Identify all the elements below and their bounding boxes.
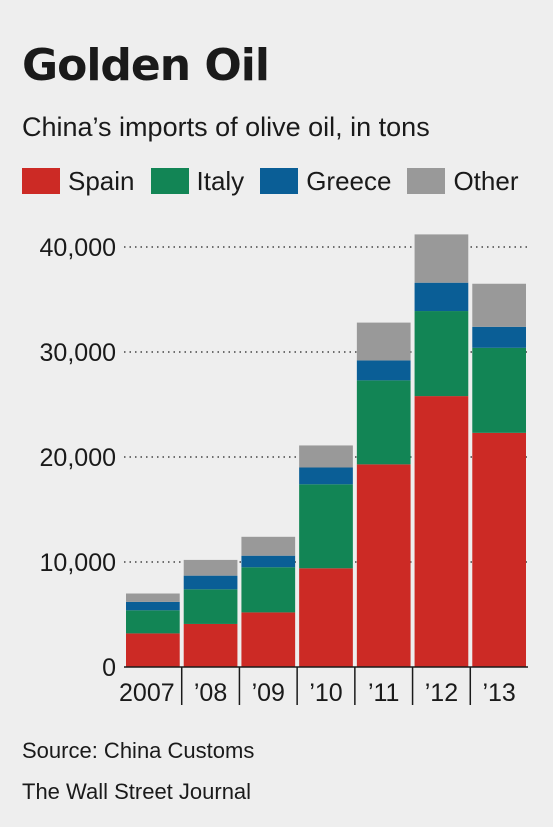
bar-segment-italy <box>472 347 526 433</box>
legend-item-other: Other <box>407 168 518 194</box>
y-tick-label: 0 <box>102 654 116 682</box>
bar-segment-other <box>126 593 180 602</box>
bar-segment-spain <box>299 568 353 667</box>
legend-swatch-other <box>407 168 446 194</box>
x-tick-label: ’11 <box>368 679 400 707</box>
bar-segment-italy <box>299 484 353 569</box>
legend-label-spain: Spain <box>68 166 135 196</box>
bar-segment-other <box>299 445 353 468</box>
bar-segment-other <box>414 234 469 283</box>
legend-swatch-greece <box>260 168 299 194</box>
legend-item-italy: Italy <box>150 166 245 196</box>
bar-segment-greece <box>414 282 469 312</box>
source-note: Source: China Customs <box>22 738 255 763</box>
bar-segment-greece <box>356 360 411 381</box>
bar-segment-italy <box>126 610 180 634</box>
bar-segment-spain <box>356 464 411 667</box>
y-tick-label: 40,000 <box>40 234 116 262</box>
bar-segment-other <box>356 322 411 361</box>
x-tick-label: ’13 <box>482 679 515 707</box>
bar-segment-italy <box>356 380 411 465</box>
bar-segment-greece <box>241 555 296 568</box>
x-tick-label: 2007 <box>119 679 175 707</box>
bar-segment-spain <box>241 612 296 667</box>
bar-segment-spain <box>414 396 469 667</box>
legend-label-other: Other <box>453 166 519 196</box>
y-tick-label: 20,000 <box>40 444 116 472</box>
bar-segment-other <box>472 283 526 327</box>
bar-segment-other <box>241 536 296 556</box>
legend-item-spain: Spain <box>22 168 135 194</box>
x-tick-label: ’10 <box>309 679 342 707</box>
bar-segment-greece <box>299 467 353 485</box>
bar-segment-greece <box>126 601 180 611</box>
x-tick-label: ’08 <box>194 679 227 707</box>
chart-subtitle: China’s imports of olive oil, in tons <box>22 112 430 142</box>
bar-segment-greece <box>472 326 526 348</box>
bar-segment-italy <box>414 311 469 397</box>
x-tick-label: ’12 <box>425 679 458 707</box>
legend-label-greece: Greece <box>306 166 392 196</box>
legend-swatch-italy <box>150 168 189 194</box>
bar-segment-spain <box>126 633 180 667</box>
bar-segment-italy <box>183 589 238 624</box>
stacked-bar-chart: 0 10,000 20,000 30,000 40,000 2007 ’08 ’09 ’10 ’1… <box>40 234 528 707</box>
bar-segment-other <box>183 559 238 576</box>
publisher-credit: The Wall Street Journal <box>22 779 252 804</box>
bar-segment-spain <box>183 623 238 667</box>
legend-item-greece: Greece <box>260 168 391 194</box>
legend-swatch-spain <box>22 168 60 194</box>
chart-title: Golden Oil <box>22 40 270 91</box>
bar-segment-greece <box>183 575 238 590</box>
legend-label-italy: Italy <box>196 166 245 196</box>
y-tick-label: 10,000 <box>40 549 116 577</box>
bar-segment-spain <box>472 432 526 667</box>
x-tick-label: ’09 <box>252 679 285 707</box>
legend: Spain Italy Greece Other <box>22 168 534 194</box>
y-tick-label: 30,000 <box>40 339 116 367</box>
bar-segment-italy <box>241 567 296 613</box>
